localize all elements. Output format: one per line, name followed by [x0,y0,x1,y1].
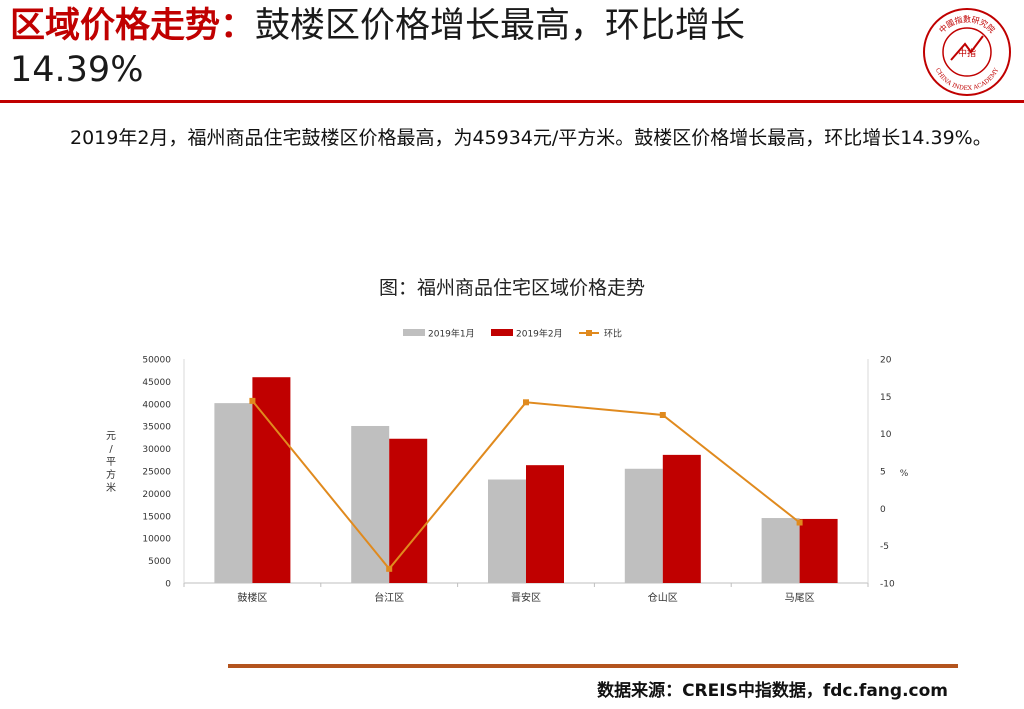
bar-feb [662,454,701,583]
y-tick-label: 0 [165,580,171,590]
mom-change-point [659,412,666,418]
bar-jan [214,403,253,583]
y-axis-label-char: 方 [106,468,116,481]
y2-tick-label: 0 [880,505,886,515]
legend-swatch [491,329,513,336]
china-index-academy-logo: 中指 中國指數研究院 CHINA INDEX ACADEMY [923,8,1011,96]
y-tick-label: 35000 [142,423,171,433]
y2-tick-label: 15 [880,393,891,403]
y-tick-label: 20000 [142,490,171,500]
bar-feb [389,438,428,583]
y-tick-label: 25000 [142,468,171,478]
y2-tick-label: 10 [880,430,892,440]
mom-change-point [796,519,803,526]
bar-jan [624,468,663,583]
title-accent: 区域价格走势： [10,6,256,46]
mom-change-point [386,565,393,572]
y-tick-label: 10000 [142,535,171,545]
x-tick-label: 鼓楼区 [237,591,267,604]
y-axis-label-char: / [109,444,113,455]
y-axis-label-char: 平 [106,457,116,468]
y2-tick-label: 20 [880,356,892,366]
y2-axis-label: % [900,469,909,479]
title-main: 鼓楼区价格增长最高，环比增长 [255,6,746,46]
summary-text: 2019年2月，福州商品住宅鼓楼区价格最高，为45934元/平方米。鼓楼区价格增… [70,127,992,149]
y-tick-label: 45000 [142,378,171,388]
legend-label: 2019年2月 [516,328,563,340]
legend-label: 环比 [604,328,622,340]
legend-label: 2019年1月 [428,328,475,340]
x-tick-label: 仓山区 [648,591,678,604]
bar-feb [799,518,838,583]
title-line2: 14.39% [10,50,144,90]
logo-center-text: 中指 [958,47,976,59]
y2-tick-label: -5 [880,542,889,552]
y-tick-label: 15000 [142,512,171,522]
y2-tick-label: -10 [880,580,895,590]
bar-jan [488,479,526,583]
mom-change-point [249,397,256,404]
y-tick-label: 30000 [142,445,171,455]
y-tick-label: 5000 [148,557,171,567]
y-tick-label: 50000 [142,356,171,366]
mom-change-point [523,399,529,406]
bar-jan [351,425,390,583]
summary-paragraph: 2019年2月，福州商品住宅鼓楼区价格最高，为45934元/平方米。鼓楼区价格增… [40,118,1000,158]
bar-jan [761,518,800,583]
bar-feb [526,465,564,583]
y-axis-label-char: 米 [106,481,116,494]
x-tick-label: 马尾区 [785,592,815,604]
y-tick-label: 40000 [142,400,171,410]
data-source: 数据来源：CREIS中指数据，fdc.fang.com [597,681,948,701]
x-tick-label: 晋安区 [511,591,541,604]
legend-marker [586,330,592,336]
y-axis-label-char: 元 [106,431,116,442]
footer-divider [228,664,958,668]
legend-swatch [403,329,425,336]
page-title: 区域价格走势：鼓楼区价格增长最高，环比增长 14.39% [10,4,910,92]
x-tick-label: 台江区 [374,591,404,604]
header-divider [0,100,1024,103]
bar-feb [252,377,291,583]
y2-tick-label: 5 [880,468,886,478]
chart-title: 图：福州商品住宅区域价格走势 [378,277,645,299]
